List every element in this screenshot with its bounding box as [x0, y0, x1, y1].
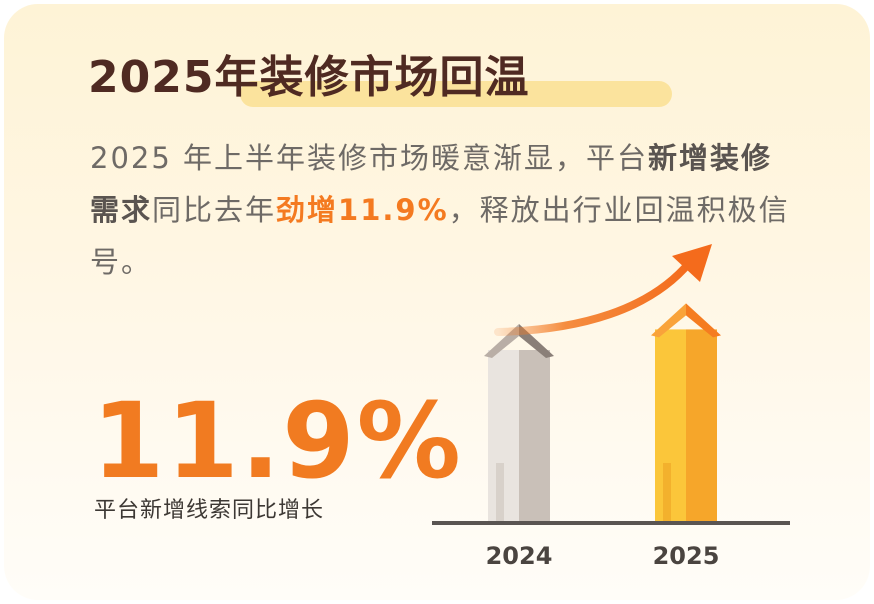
- description-text: ，释放出行业回温积极信号。: [90, 193, 790, 279]
- infographic-card: 2025年装修市场回温 2025 年上半年装修市场暖意渐显，平台新增装修需求同比…: [4, 4, 870, 600]
- title-block: 2025年装修市场回温: [88, 48, 672, 112]
- trend-arrow-icon: [494, 244, 712, 336]
- x-tick-label: 2025: [653, 542, 720, 570]
- page-title: 2025年装修市场回温: [88, 52, 530, 103]
- description-text: 2025 年上半年装修市场暖意渐显，平台: [90, 141, 649, 175]
- description-text: 同比去年: [152, 193, 277, 227]
- growth-value: 11.9%: [92, 380, 463, 502]
- description-emphasis: 新增装修需求: [90, 141, 773, 227]
- growth-caption: 平台新增线索同比增长: [94, 498, 325, 523]
- description-accent: 劲增11.9%: [276, 193, 449, 227]
- description: 2025 年上半年装修市场暖意渐显，平台新增装修需求同比去年劲增11.9%，释放…: [90, 132, 800, 288]
- bar-2025: [651, 303, 721, 523]
- x-tick-label: 2024: [486, 542, 553, 570]
- title-highlight-bar: [240, 81, 672, 107]
- bar-2024: [484, 324, 554, 523]
